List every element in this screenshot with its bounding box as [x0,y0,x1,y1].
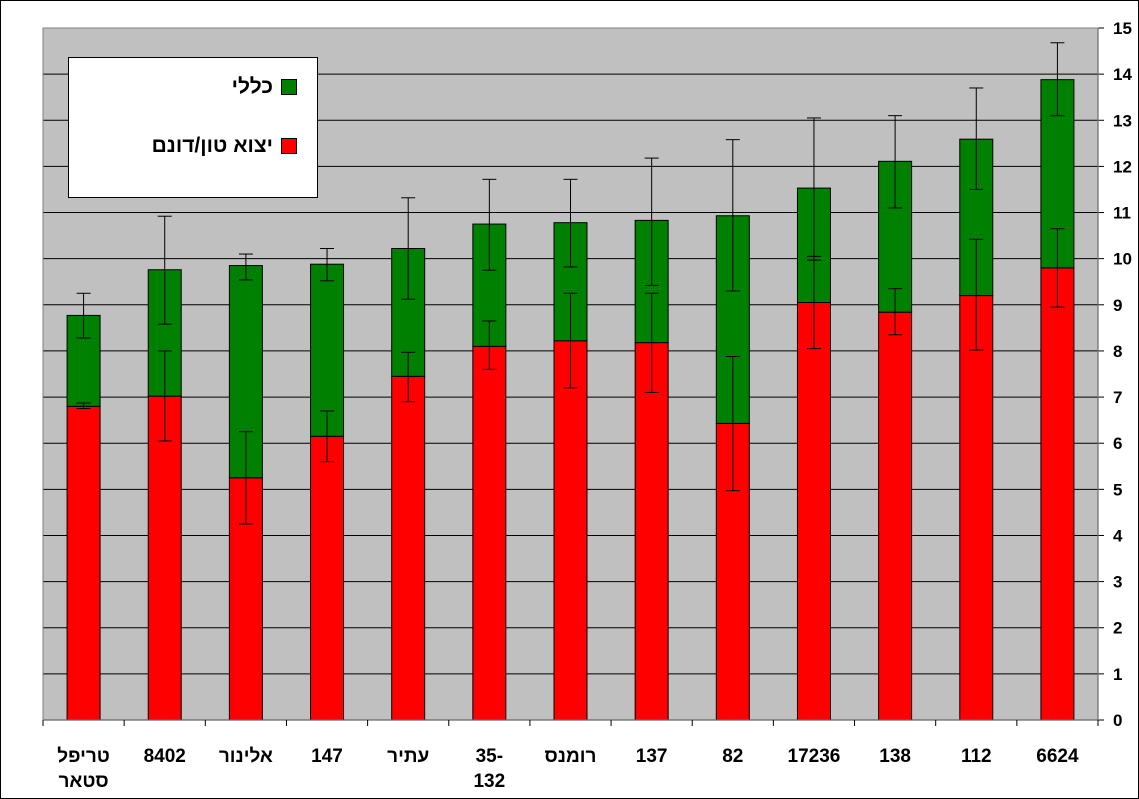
plot-border [42,27,1099,721]
error-bar-general [888,115,903,209]
error-bar-general [725,139,740,292]
y-tick-label: 2 [1113,619,1122,638]
category-label: טריפל סטאר [57,746,110,792]
category-label: 17236 [788,746,841,767]
y-tick-label: 5 [1113,480,1122,499]
category-label-line: טריפל [57,746,110,767]
category-label-line: 147 [311,746,343,767]
category-label: עתיר [387,746,429,767]
category-label: 6624 [1036,746,1079,767]
error-bars [76,42,1065,525]
y-tick-label: 11 [1113,204,1131,223]
bar-export-yield [878,311,913,721]
category-label: 138 [879,746,911,767]
category-label-line: אלינור [219,746,273,767]
error-bar-export-yield [76,402,91,410]
bar-export-yield [1040,267,1075,721]
y-tick-label: 7 [1113,388,1122,407]
legend-label-export-yield: יצוא טון/דונם [151,134,273,157]
error-bar-export-yield [563,292,578,389]
bar-export-yield [472,345,507,721]
y-tick-label: 12 [1113,157,1132,176]
bar-export-yield [310,435,345,721]
y-tick-label: 10 [1113,250,1132,269]
y-tick-label: 9 [1113,296,1122,315]
y-tick-label: 13 [1113,111,1132,130]
category-label: רומנס [545,746,597,767]
y-tick-label: 15 [1113,19,1132,38]
bar-export-yield [553,340,588,721]
category-label: 82 [722,746,743,767]
category-label-line: 112 [961,746,992,767]
y-tick-label: 6 [1113,434,1122,453]
error-bar-export-yield [482,320,497,370]
category-label: אלינור [219,746,273,767]
category-label: 35-132 [473,746,505,792]
y-tick-label: 0 [1113,711,1122,730]
bar-export-yield [147,395,182,721]
category-label-line: 6624 [1036,746,1079,767]
category-label-line: עתיר [387,746,429,767]
y-tick-label: 14 [1113,65,1132,84]
category-label: 137 [636,746,668,767]
legend-item-general: כללי [232,75,297,99]
error-bar-general [157,215,172,325]
error-bar-general [76,292,91,339]
error-bar-export-yield [969,238,984,351]
error-bar-general [1050,42,1065,117]
error-bar-general [644,157,659,286]
category-label: 147 [311,746,343,767]
legend: כללי יצוא טון/דונם [68,57,318,198]
error-bar-export-yield [725,355,740,492]
category-label: 112 [961,746,992,767]
bar-export-yield [391,375,426,721]
error-bar-general [238,253,253,281]
error-bar-general [969,87,984,190]
axes [42,27,1104,726]
category-label-line: סטאר [58,771,108,792]
bar-export-yield [634,342,669,721]
error-bar-general [806,117,821,261]
error-bar-export-yield [320,410,335,463]
error-bar-general [482,178,497,271]
category-label-line: 138 [879,746,911,767]
error-bar-export-yield [401,351,416,403]
error-bar-general [320,248,335,282]
bar-export-yield [796,301,831,721]
error-bar-export-yield [238,431,253,525]
y-tick-label: 8 [1113,342,1122,361]
bar-general [310,263,345,437]
error-bar-general [563,178,578,268]
legend-swatch-general [281,79,297,95]
category-label-line: 82 [722,746,743,767]
error-bar-export-yield [1050,228,1065,308]
category-label-line: רומנס [545,746,597,767]
y-tick-label: 3 [1113,573,1122,592]
category-label-line: 17236 [788,746,841,767]
legend-swatch-export-yield [281,138,297,154]
error-bar-export-yield [644,292,659,393]
y-tick-label: 1 [1113,665,1122,684]
error-bar-export-yield [888,288,903,336]
category-label-line: 35- [476,746,503,767]
error-bar-export-yield [157,350,172,442]
legend-label-general: כללי [231,75,273,98]
bar-export-yield [959,295,994,721]
category-label-line: 8402 [144,746,186,767]
bar-export-yield [66,405,101,721]
y-tick-label: 4 [1113,526,1123,545]
category-label-line: 132 [473,771,505,792]
legend-item-export-yield: יצוא טון/דונם [152,134,297,158]
error-bar-general [401,197,416,300]
category-label-line: 137 [636,746,668,767]
category-label: 8402 [144,746,186,767]
